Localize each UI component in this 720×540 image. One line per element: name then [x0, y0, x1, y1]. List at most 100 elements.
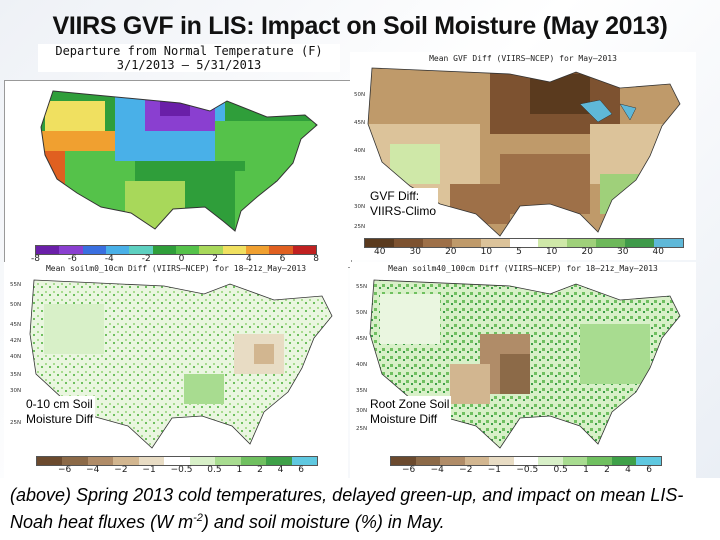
- colorbar-tick-label: 1: [583, 465, 589, 475]
- gvf-lat-label: 50N: [354, 92, 366, 98]
- colorbar-swatch: [391, 457, 416, 465]
- colorbar-swatch: [567, 239, 597, 247]
- soil-top-lat-label: 40N: [10, 354, 22, 360]
- soil-root-colorbar: [390, 456, 662, 466]
- soil-top-colorbar-ticks: −6 −4 −2 −1 −0.5 0.5 1 2 4 6: [58, 465, 304, 475]
- colorbar-swatch: [87, 457, 114, 465]
- colorbar-tick-label: 40: [652, 247, 664, 257]
- soil-top-map: [4, 274, 348, 454]
- colorbar-tick-label: −0.5: [516, 465, 539, 475]
- colorbar-swatch: [451, 239, 481, 247]
- colorbar-swatch: [538, 457, 563, 465]
- soil-root-overlay-line: Root Zone Soil: [370, 397, 450, 411]
- colorbar-tick-label: 6: [646, 465, 652, 475]
- caption-text-before: (above) Spring 2013 cold temperatures, d…: [10, 485, 684, 532]
- gvf-colorbar-ticks: 40 30 20 10 5 10 20 30 40: [374, 247, 664, 257]
- colorbar-swatch: [464, 457, 490, 465]
- soil-root-colorbar-ticks: −6 −4 −2 −1 −0.5 0.5 1 2 4 6: [402, 465, 652, 475]
- colorbar-tick-label: 8: [313, 254, 319, 264]
- soil-top-lat-label: 42N: [10, 338, 22, 344]
- gvf-colorbar: [364, 238, 684, 248]
- temperature-departure-map: [5, 81, 351, 241]
- temperature-map-body: -8 -6 -4 -2 0 2 4 6 8: [4, 80, 352, 268]
- colorbar-swatch: [596, 239, 626, 247]
- temperature-departure-panel: Departure from Normal Temperature (F) 3/…: [38, 44, 340, 266]
- soil-top-lat-label: 30N: [10, 388, 22, 394]
- colorbar-tick-label: −4: [430, 465, 444, 475]
- colorbar-tick-label: −6: [58, 465, 72, 475]
- soil-root-lat-label: 25N: [356, 426, 368, 432]
- gvf-diff-map: [350, 64, 696, 244]
- colorbar-tick-label: 2: [604, 465, 610, 475]
- colorbar-swatch: [62, 457, 88, 465]
- colorbar-tick-label: −0.5: [170, 465, 193, 475]
- temperature-map-date-range: 3/1/2013 – 5/31/2013: [116, 58, 262, 72]
- colorbar-swatch: [164, 457, 190, 465]
- soil-root-overlay-label: Root Zone Soil Moisture Diff: [368, 396, 452, 428]
- colorbar-tick-label: 4: [245, 254, 252, 264]
- colorbar-tick-label: 10: [545, 247, 558, 257]
- caption-text-after: ) and soil moisture (%) in May.: [202, 512, 445, 532]
- colorbar-swatch: [222, 246, 246, 254]
- colorbar-swatch: [489, 457, 514, 465]
- colorbar-swatch: [189, 457, 216, 465]
- colorbar-swatch: [82, 246, 106, 254]
- colorbar-tick-label: 0.5: [553, 465, 568, 475]
- colorbar-tick-label: 40: [374, 247, 386, 257]
- colorbar-swatch: [365, 239, 394, 247]
- caption-superscript: -2: [193, 512, 203, 524]
- soil-top-map-header: Mean soilm0_10cm Diff (VIIRS–NCEP) for 1…: [45, 264, 307, 273]
- soil-top-overlay-line: 0-10 cm Soil: [26, 397, 93, 411]
- soil-root-lat-label: 45N: [356, 336, 368, 342]
- colorbar-swatch: [513, 457, 539, 465]
- colorbar-tick-label: 20: [445, 247, 457, 257]
- colorbar-swatch: [59, 246, 83, 254]
- colorbar-swatch: [129, 246, 153, 254]
- colorbar-tick-label: 30: [409, 247, 421, 257]
- colorbar-tick-label: -8: [31, 254, 40, 264]
- colorbar-swatch: [199, 246, 223, 254]
- colorbar-tick-label: 5: [516, 247, 522, 257]
- gvf-lat-label: 25N: [354, 224, 366, 230]
- soil-top-lat-label: 35N: [10, 372, 22, 378]
- soil-top-panel: Mean soilm0_10cm Diff (VIIRS–NCEP) for 1…: [4, 262, 348, 478]
- colorbar-tick-label: 1: [236, 465, 243, 475]
- colorbar-tick-label: 30: [617, 247, 629, 257]
- colorbar-tick-label: −2: [459, 465, 473, 475]
- gvf-overlay-label: GVF Diff: VIIRS-Climo: [368, 188, 439, 220]
- colorbar-swatch: [240, 457, 267, 465]
- colorbar-swatch: [422, 239, 452, 247]
- colorbar-swatch: [636, 457, 662, 465]
- soil-root-lat-label: 35N: [356, 388, 368, 394]
- gvf-diff-panel: Mean GVF Diff (VIIRS–NCEP) for May–2013 …: [350, 52, 696, 260]
- soil-top-lat-label: 55N: [10, 282, 22, 288]
- temperature-map-header: Departure from Normal Temperature (F) 3/…: [38, 44, 340, 72]
- colorbar-swatch: [625, 239, 655, 247]
- gvf-overlay-line: VIIRS-Climo: [370, 204, 437, 218]
- colorbar-tick-label: 0: [178, 254, 185, 264]
- colorbar-tick-label: −1: [142, 465, 156, 475]
- colorbar-tick-label: 6: [279, 254, 286, 264]
- colorbar-swatch: [245, 246, 270, 254]
- colorbar-tick-label: -4: [104, 254, 114, 264]
- soil-top-lat-label: 50N: [10, 302, 22, 308]
- colorbar-tick-label: -2: [141, 254, 151, 264]
- soil-root-lat-label: 50N: [356, 310, 368, 316]
- colorbar-tick-label: 2: [257, 465, 263, 475]
- soil-root-lat-label: 55N: [356, 284, 368, 290]
- colorbar-tick-label: 6: [298, 465, 304, 475]
- colorbar-swatch: [654, 239, 683, 247]
- soil-root-panel: Mean soilm40_100cm Diff (VIIRS–NCEP) for…: [350, 262, 696, 478]
- soil-top-lat-label: 45N: [10, 322, 22, 328]
- temperature-map-title: Departure from Normal Temperature (F): [55, 44, 323, 58]
- colorbar-swatch: [215, 457, 241, 465]
- colorbar-swatch: [587, 457, 612, 465]
- colorbar-swatch: [538, 239, 568, 247]
- colorbar-swatch: [562, 457, 588, 465]
- colorbar-swatch: [393, 239, 423, 247]
- soil-root-overlay-line: Moisture Diff: [370, 412, 438, 426]
- gvf-overlay-line: GVF Diff:: [370, 189, 420, 203]
- temperature-colorbar: [35, 245, 317, 255]
- slide-title: VIIRS GVF in LIS: Impact on Soil Moistur…: [52, 12, 668, 40]
- colorbar-swatch: [291, 457, 317, 465]
